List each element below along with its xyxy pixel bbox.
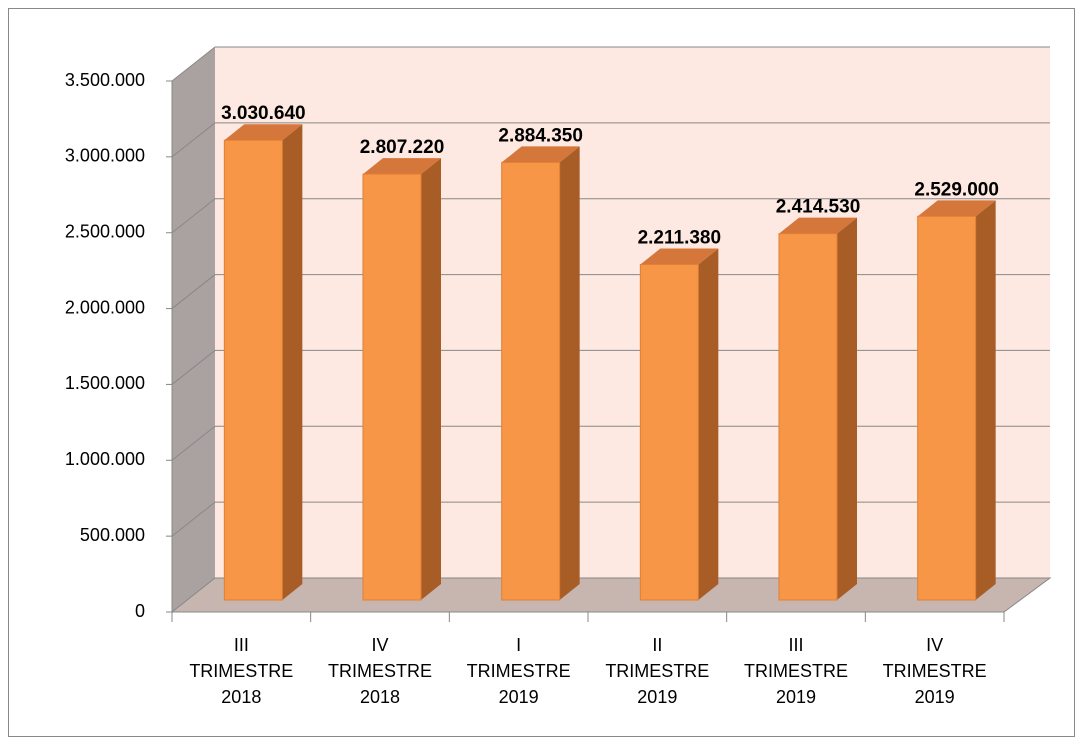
value-label: 2.414.530 (776, 197, 861, 218)
value-label: 2.211.380 (638, 228, 721, 249)
x-tick-label: I TRIMESTRE 2019 (466, 635, 571, 707)
y-tick-label: 3.000.000 (65, 146, 145, 166)
grid-line (171, 425, 216, 461)
bar (917, 215, 977, 601)
bar-top (224, 124, 303, 141)
grid-line (171, 46, 216, 82)
y-tick-label: 1.000.000 (65, 449, 145, 469)
value-label: 2.884.350 (498, 125, 583, 146)
bar (362, 173, 422, 601)
bar-top (640, 248, 719, 265)
x-tick-label: III TRIMESTRE 2019 (743, 635, 848, 707)
y-tick-label: 0 (135, 601, 145, 621)
y-tick-label: 3.500.000 (65, 70, 145, 90)
bar-top (501, 146, 580, 163)
bar-side (559, 146, 580, 600)
bar-top (917, 200, 996, 217)
side-wall (172, 47, 215, 612)
bar-top (779, 217, 857, 234)
x-tick-label: IV TRIMESTRE 2019 (882, 635, 987, 707)
bar (778, 233, 838, 601)
bar-side (837, 217, 857, 600)
grid-line (171, 501, 216, 537)
value-label: 3.030.640 (221, 103, 306, 124)
x-tick-label: IV TRIMESTRE 2018 (327, 635, 432, 707)
bar-side (975, 200, 996, 600)
bar (639, 264, 699, 601)
y-tick-label: 2.000.000 (65, 297, 145, 317)
bar-side (421, 158, 441, 601)
x-tick-label: III TRIMESTRE 2018 (189, 635, 294, 707)
bar-top (363, 158, 441, 175)
bar (223, 139, 283, 601)
grid-line (171, 350, 216, 385)
y-tick-label: 2.500.000 (65, 221, 145, 241)
bar-side (698, 248, 719, 600)
grid-line (171, 198, 216, 234)
grid-line (171, 122, 216, 158)
bar (501, 161, 561, 601)
y-tick-label: 500.000 (80, 525, 145, 545)
x-tick-label: II TRIMESTRE 2019 (605, 635, 710, 707)
value-label: 2.807.220 (360, 137, 445, 158)
grid-line (171, 274, 216, 309)
y-tick-label: 1.500.000 (65, 373, 145, 393)
value-label: 2.529.000 (914, 179, 999, 200)
bar-side (282, 124, 303, 600)
